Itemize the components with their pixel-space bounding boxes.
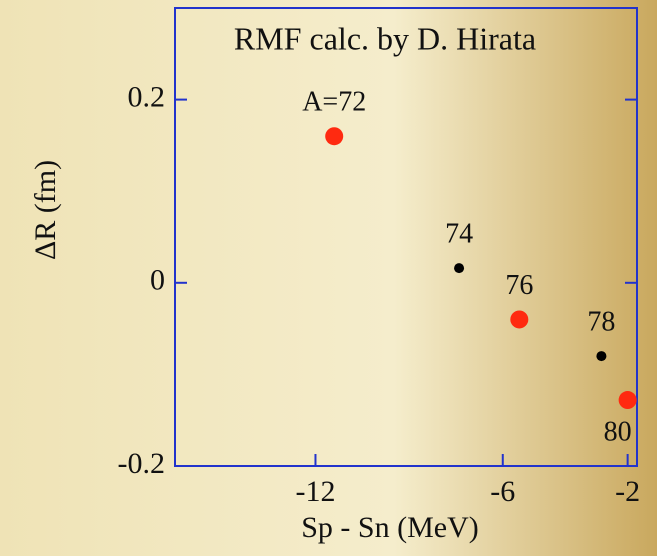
y-tick-label: 0 bbox=[150, 264, 165, 297]
point-label: 78 bbox=[587, 307, 615, 338]
x-axis-label: Sp - Sn (MeV) bbox=[301, 511, 479, 544]
chart: RMF calc. by D. Hirata Sp - Sn (MeV) ΔR … bbox=[0, 0, 657, 556]
x-tick-label: -2 bbox=[615, 475, 640, 508]
point bbox=[325, 127, 343, 145]
point-label: 80 bbox=[604, 416, 632, 447]
y-tick-label: 0.2 bbox=[128, 80, 166, 113]
y-axis-label: ΔR (fm) bbox=[29, 160, 62, 260]
point bbox=[510, 310, 528, 328]
chart-title: RMF calc. by D. Hirata bbox=[234, 20, 536, 56]
point bbox=[596, 351, 606, 361]
point-label: 74 bbox=[445, 219, 473, 250]
y-tick-label: -0.2 bbox=[118, 447, 166, 480]
point bbox=[454, 263, 464, 273]
point-label: 76 bbox=[505, 270, 533, 301]
page: {"chart_data": {"type": "scatter", "titl… bbox=[0, 0, 657, 556]
point bbox=[619, 391, 637, 409]
background bbox=[0, 0, 657, 556]
x-tick-label: -12 bbox=[295, 475, 335, 508]
x-tick-label: -6 bbox=[490, 475, 515, 508]
point-label: A=72 bbox=[302, 87, 366, 118]
